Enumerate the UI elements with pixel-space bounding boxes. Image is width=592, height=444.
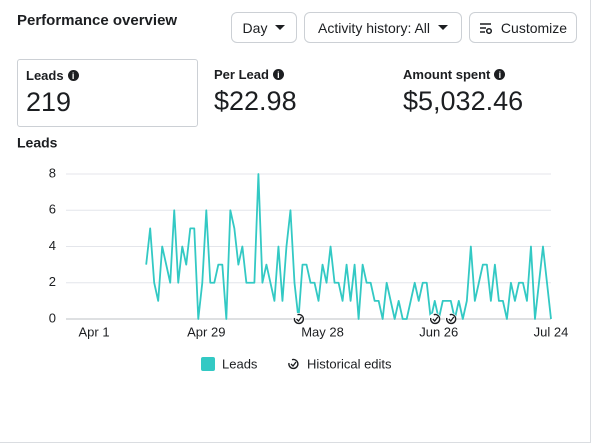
icon-arc	[430, 313, 441, 325]
icon-arc	[293, 313, 305, 325]
button-label: Customize	[500, 19, 568, 36]
metric-label: Amount spent	[403, 67, 491, 82]
icon-arc	[288, 358, 299, 370]
info-icon: i	[67, 70, 79, 81]
data-line	[145, 173, 552, 320]
y-tick-label: 6	[49, 202, 56, 217]
x-tick-label: Jul 24	[534, 324, 569, 339]
day-button[interactable]: Day	[231, 12, 297, 43]
customize-button[interactable]: Customize	[469, 12, 577, 43]
legend-label: Leads	[222, 356, 258, 371]
metric-value: 219	[26, 87, 72, 117]
x-tick-label: May 28	[301, 324, 344, 339]
metric-label: Leads	[26, 68, 64, 83]
icon-check	[290, 361, 297, 367]
customize-icon	[479, 22, 492, 34]
historical-edit-icon	[428, 313, 441, 325]
icon-check	[448, 316, 455, 322]
info-icon: i	[494, 69, 506, 80]
legend-label: Historical edits	[307, 356, 392, 371]
metric-value: $22.98	[214, 86, 297, 116]
y-tick-label: 2	[49, 274, 56, 289]
historical-edit-icon	[287, 358, 299, 370]
metric-label: Per Lead	[214, 67, 269, 82]
y-tick-label: 4	[49, 238, 56, 253]
metric-card[interactable]: Leads i 219	[17, 59, 198, 127]
activity-button[interactable]: Activity history: All	[304, 12, 462, 43]
chart-title: Leads	[17, 135, 58, 151]
metric-card[interactable]: Per Lead i $22.98	[206, 59, 386, 127]
caret	[275, 25, 286, 30]
x-tick-label: Apr 29	[187, 324, 225, 339]
info-icon: i	[272, 69, 284, 80]
button-label: Day	[242, 19, 268, 36]
caret	[438, 25, 449, 30]
metric-value: $5,032.46	[403, 86, 524, 116]
icon-arc	[446, 313, 457, 325]
historical-edit-icon	[444, 313, 457, 325]
panel-title: Performance overview	[17, 12, 178, 29]
metric-card[interactable]: Amount spent i $5,032.46	[395, 59, 585, 127]
y-tick-label: 0	[49, 310, 56, 325]
x-tick-label: Apr 1	[79, 324, 110, 339]
x-tick-label: Jun 26	[419, 324, 458, 339]
icon-check	[296, 316, 303, 322]
legend-swatch[interactable]	[201, 357, 215, 371]
button-label: Activity history: All	[317, 19, 431, 36]
y-tick-label: 8	[49, 165, 56, 180]
icon-check	[432, 316, 439, 322]
historical-edit-icon	[292, 313, 305, 325]
